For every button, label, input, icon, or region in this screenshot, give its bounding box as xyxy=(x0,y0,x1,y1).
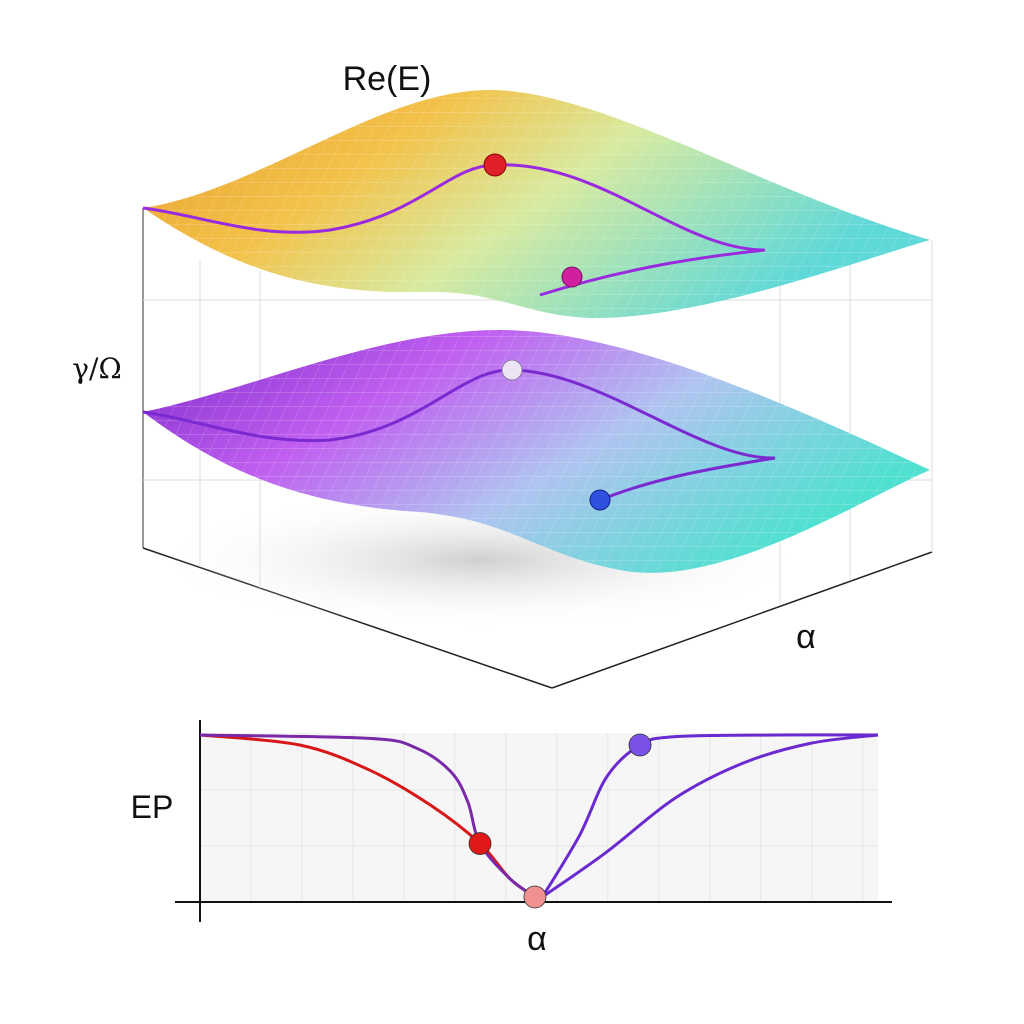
chart-xlabel: α xyxy=(527,920,547,958)
chart-marker-2 xyxy=(628,733,652,757)
upper-marker-magenta xyxy=(561,266,583,288)
plot-area xyxy=(200,733,878,902)
lower-marker-blue xyxy=(589,489,611,511)
upper-marker-red xyxy=(483,153,507,177)
surface-xlabel: α xyxy=(796,618,816,656)
chart-marker-0 xyxy=(468,832,492,855)
series-line-3 xyxy=(541,733,879,899)
lower-marker-white xyxy=(501,359,523,381)
series-line-1 xyxy=(199,733,536,899)
ep-chart: EP α xyxy=(131,720,892,958)
chart-ylabel: EP xyxy=(131,789,174,825)
surface-ylabel: γ/Ω xyxy=(72,352,121,385)
upper-surface xyxy=(142,90,930,319)
upper-path xyxy=(142,163,766,297)
chart-marker-1 xyxy=(523,885,547,909)
surface-title: Re(E) xyxy=(343,60,432,98)
